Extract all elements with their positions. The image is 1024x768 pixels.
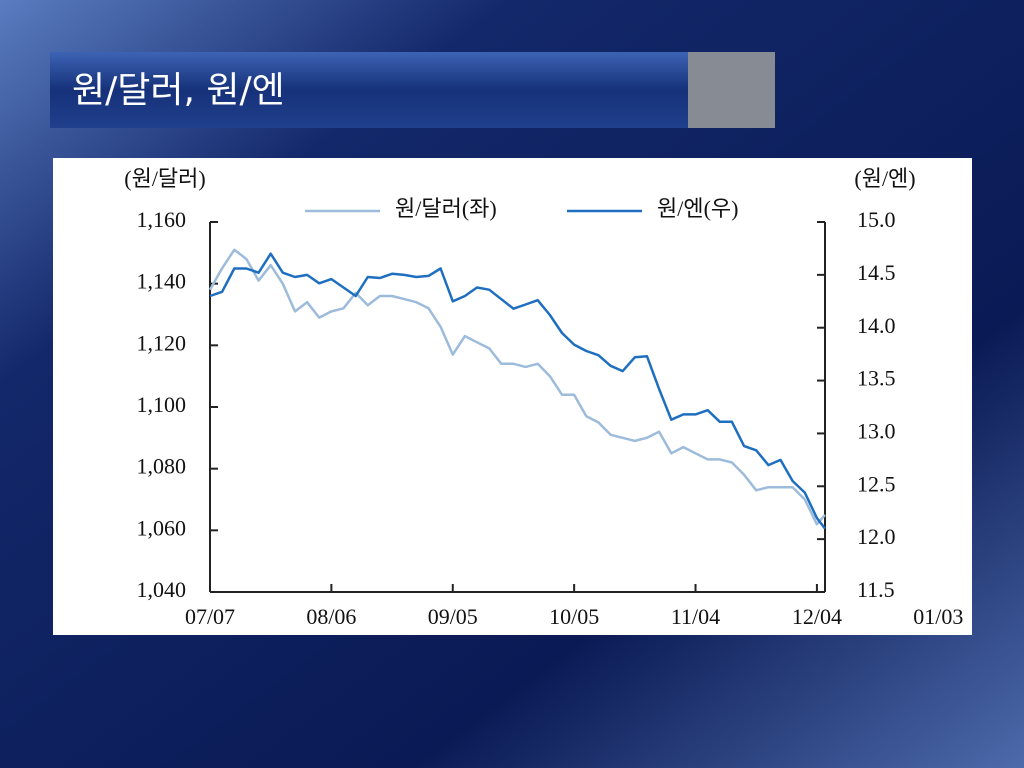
series-line xyxy=(208,248,826,526)
chart-panel xyxy=(53,158,972,635)
x-tick-label: 12/04 xyxy=(792,604,842,629)
x-tick-label: 01/03 xyxy=(913,604,963,629)
y2-tick-label: 15.0 xyxy=(857,207,896,232)
y-tick-label: 1,080 xyxy=(137,454,187,479)
y-tick-label: 1,160 xyxy=(137,207,187,232)
title-bar xyxy=(50,52,688,128)
y2-tick-label: 14.5 xyxy=(857,260,896,285)
y-tick-label: 1,060 xyxy=(137,515,187,540)
y-tick-label: 1,140 xyxy=(137,269,187,294)
y-tick-label: 1,120 xyxy=(137,330,187,355)
y2-tick-label: 13.5 xyxy=(857,366,896,391)
legend-label: 원/엔(우) xyxy=(657,196,739,221)
y2-tick-label: 12.0 xyxy=(857,524,896,549)
x-tick-label: 07/07 xyxy=(185,604,235,629)
y2-tick-label: 13.0 xyxy=(857,418,896,443)
y-tick-label: 1,100 xyxy=(137,392,187,417)
y2-tick-label: 14.0 xyxy=(857,313,896,338)
y2-tick-label: 11.5 xyxy=(857,577,895,602)
legend-label: 원/달러(좌) xyxy=(395,196,497,221)
slide-title: 원/달러, 원/엔 xyxy=(72,70,285,111)
x-tick-label: 11/04 xyxy=(671,604,720,629)
title-box xyxy=(688,52,775,128)
y2-axis-label: (원/엔) xyxy=(854,166,915,191)
x-tick-label: 08/06 xyxy=(306,604,356,629)
x-tick-label: 10/05 xyxy=(549,604,599,629)
x-tick-label: 09/05 xyxy=(428,604,478,629)
y2-tick-label: 12.5 xyxy=(857,471,896,496)
y-tick-label: 1,040 xyxy=(137,577,187,602)
series-line xyxy=(209,252,826,530)
y-axis-label: (원/달러) xyxy=(124,166,206,191)
